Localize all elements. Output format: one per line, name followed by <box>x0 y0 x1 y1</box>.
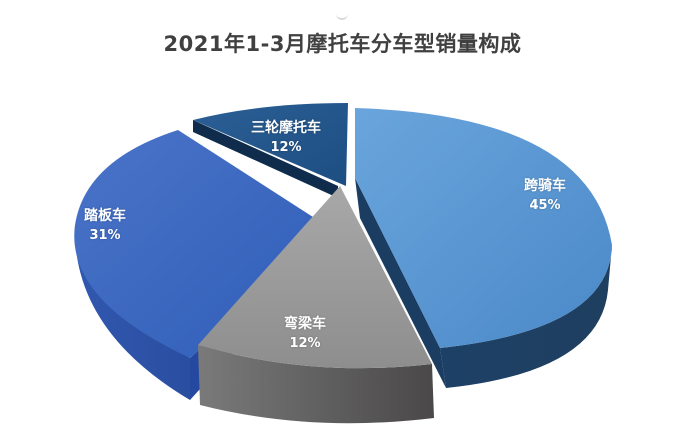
title-decoration <box>336 12 348 20</box>
slice-label-wanliang: 弯梁车 12% <box>260 314 350 354</box>
slice-percent: 12% <box>289 336 321 351</box>
slice-name: 跨骑车 <box>524 178 566 194</box>
slice-kuaqi[interactable] <box>355 108 612 388</box>
slice-sanlun[interactable] <box>193 103 348 198</box>
slice-percent: 12% <box>270 140 302 155</box>
slice-name: 弯梁车 <box>284 316 326 332</box>
slice-name: 三轮摩托车 <box>251 120 321 136</box>
chart-title: 2021年1-3月摩托车分车型销量构成 <box>163 32 522 56</box>
slice-label-kuaqi: 跨骑车 45% <box>500 176 590 216</box>
slice-wanliang[interactable] <box>198 186 434 424</box>
slice-percent: 31% <box>89 228 121 243</box>
slice-percent: 45% <box>529 198 561 213</box>
slice-label-sanlun: 三轮摩托车 12% <box>236 118 336 158</box>
slice-label-taban: 踏板车 31% <box>60 206 150 246</box>
slice-name: 踏板车 <box>84 208 126 224</box>
